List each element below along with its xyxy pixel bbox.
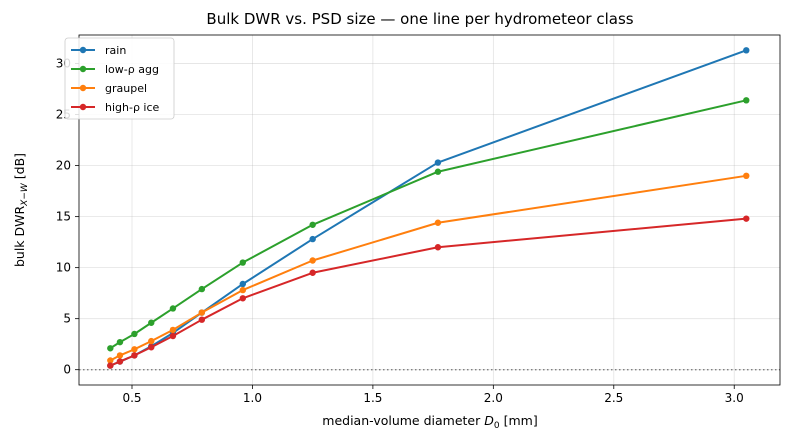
data-point xyxy=(309,235,316,243)
data-point xyxy=(107,362,114,369)
x-tick-label: 3.0 xyxy=(725,391,744,405)
legend-item: low-ρ agg xyxy=(71,63,159,76)
data-point xyxy=(148,344,155,351)
data-point xyxy=(198,316,206,323)
y-tick-label: 15 xyxy=(56,210,71,224)
x-tick-label: 0.5 xyxy=(122,391,141,405)
legend-label: graupel xyxy=(105,82,147,95)
legend-swatch-marker xyxy=(79,65,87,73)
series-line xyxy=(109,217,747,367)
data-point xyxy=(148,319,155,326)
legend-item: graupel xyxy=(71,82,147,95)
data-point xyxy=(169,332,177,340)
data-point xyxy=(743,215,750,222)
y-axis-label: bulk DWRX−W [dB] xyxy=(12,153,30,267)
data-point xyxy=(107,357,114,364)
series-line xyxy=(109,174,747,362)
data-point xyxy=(198,309,206,316)
data-point xyxy=(743,172,750,180)
y-tick-label: 5 xyxy=(63,312,71,326)
series-line xyxy=(109,99,747,350)
y-tick-label: 20 xyxy=(56,159,71,173)
plot-frame xyxy=(78,34,781,386)
legend-swatch-marker xyxy=(79,103,87,111)
x-tick-label: 1.5 xyxy=(363,391,382,405)
data-point xyxy=(309,257,316,264)
series-group xyxy=(107,172,750,364)
data-point xyxy=(148,337,155,345)
data-point xyxy=(743,97,750,104)
data-point xyxy=(131,352,138,359)
legend-label: high-ρ ice xyxy=(105,101,160,114)
data-point xyxy=(309,221,316,228)
series-group xyxy=(107,215,750,369)
legend-box xyxy=(64,37,175,120)
legend: rain low-ρ agg graupel high-ρ ice xyxy=(64,37,175,120)
series-layer xyxy=(107,47,750,369)
x-tick-label: 2.5 xyxy=(604,391,623,405)
y-tick-label: 10 xyxy=(56,261,71,275)
legend-label: rain xyxy=(105,44,126,57)
legend-label: low-ρ agg xyxy=(105,63,159,76)
data-point xyxy=(743,47,750,54)
data-point xyxy=(116,358,124,365)
x-axis-label: median-volume diameter D0 [mm] xyxy=(322,413,537,431)
legend-swatch-marker xyxy=(79,84,87,92)
data-point xyxy=(434,219,442,226)
x-tick-label: 1.0 xyxy=(243,391,262,405)
y-tick-label: 0 xyxy=(63,363,71,377)
data-point xyxy=(239,280,247,288)
data-point xyxy=(116,352,124,359)
data-point xyxy=(239,286,247,294)
data-point xyxy=(169,326,177,334)
data-point xyxy=(239,259,247,266)
data-point xyxy=(434,244,442,251)
grid xyxy=(79,35,780,385)
data-point xyxy=(116,338,124,346)
data-point xyxy=(434,168,442,175)
data-point xyxy=(131,346,138,353)
data-point xyxy=(434,159,442,166)
legend-item: high-ρ ice xyxy=(71,101,160,114)
data-point xyxy=(198,285,206,293)
data-point xyxy=(131,330,138,338)
data-point xyxy=(239,295,247,302)
x-axis-ticks: 0.5 1.0 1.5 2.0 2.5 3.0 xyxy=(122,385,744,405)
x-tick-label: 2.0 xyxy=(484,391,503,405)
legend-swatch-marker xyxy=(79,46,87,54)
legend-item: rain xyxy=(71,44,126,57)
chart-title: Bulk DWR vs. PSD size — one line per hyd… xyxy=(206,10,633,28)
series-group xyxy=(107,97,750,352)
data-point xyxy=(107,345,114,352)
data-point xyxy=(309,269,316,276)
data-point xyxy=(169,305,177,312)
